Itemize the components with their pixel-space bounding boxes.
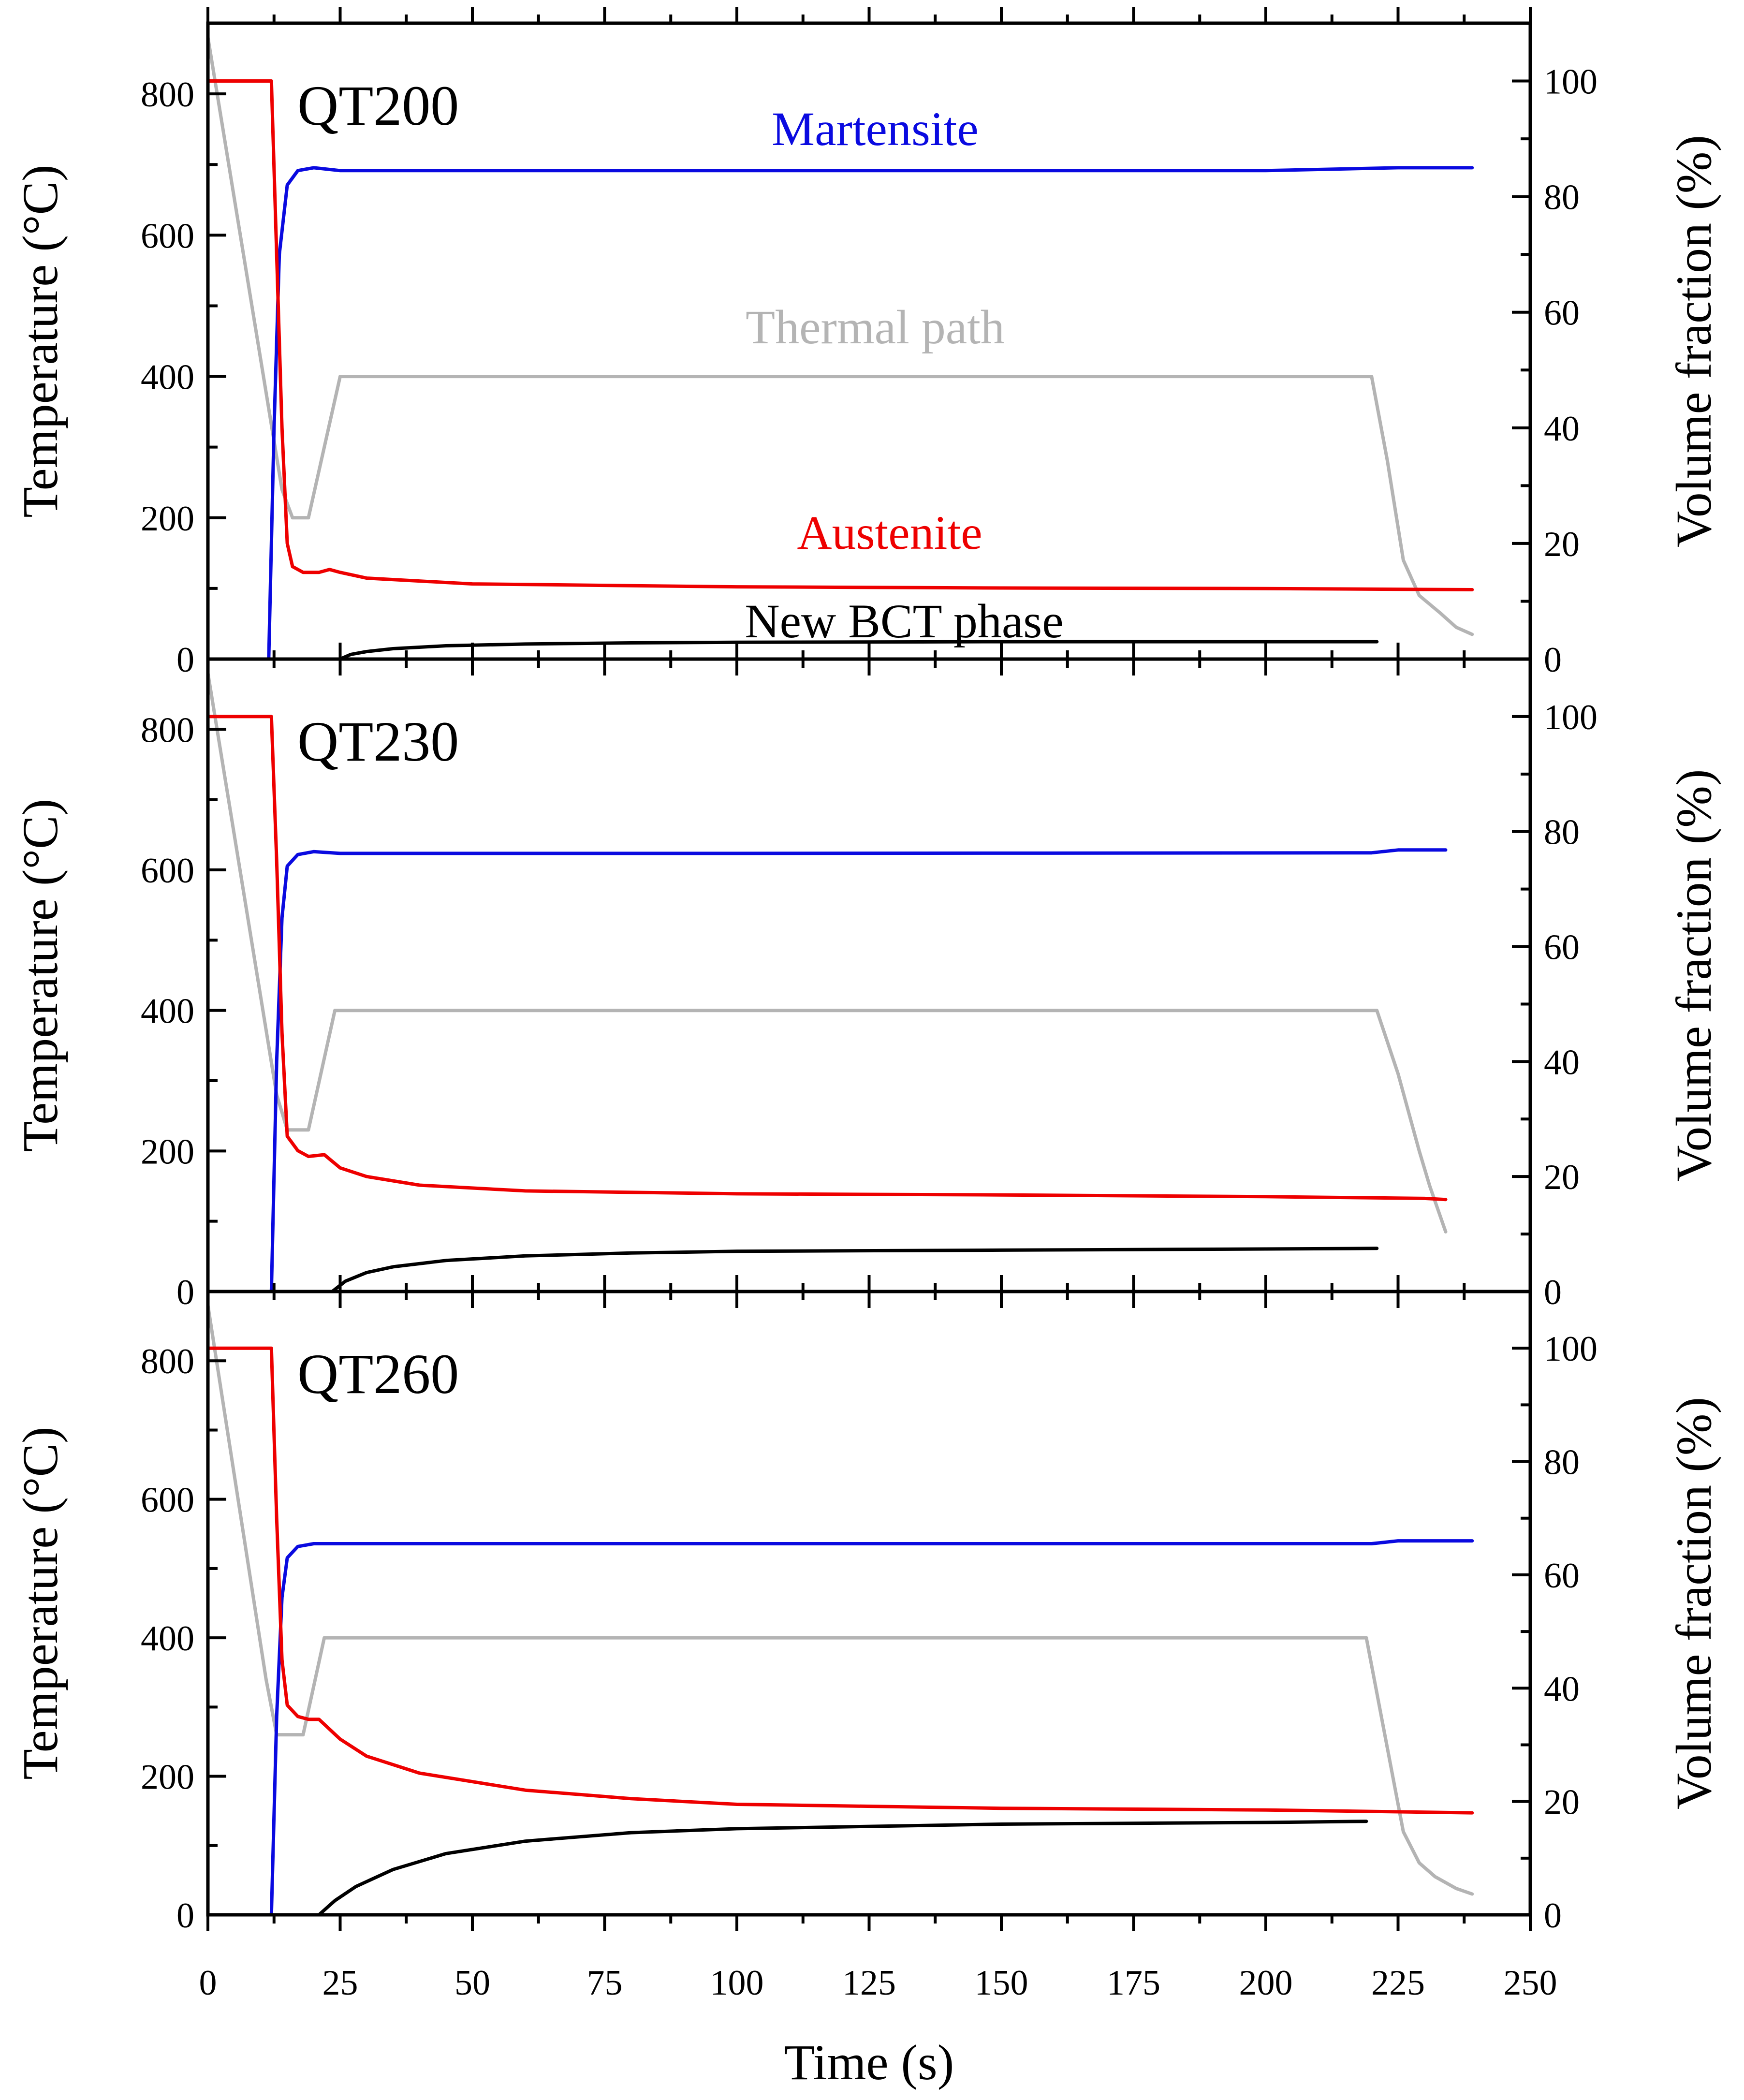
x-axis: 0 25 50 75 100 125 150 175 200 225 250 bbox=[199, 1963, 1557, 2003]
x-tick-label: 175 bbox=[1107, 1963, 1160, 2003]
martensite-annotation: Martensite bbox=[772, 102, 979, 156]
x-tick-label: 25 bbox=[322, 1963, 358, 2003]
left-tick-label: 800 bbox=[141, 75, 194, 115]
right-tick-label: 0 bbox=[1544, 640, 1562, 680]
left-tick-label: 800 bbox=[141, 710, 194, 750]
left-tick-label: 0 bbox=[176, 640, 194, 680]
series-austenite bbox=[206, 1346, 1474, 1815]
left-tick-label: 400 bbox=[141, 992, 194, 1031]
right-tick-label: 20 bbox=[1544, 1158, 1580, 1197]
right-tick-label: 60 bbox=[1544, 294, 1580, 333]
right-tick-label: 80 bbox=[1544, 813, 1580, 852]
series-new-bct bbox=[317, 1820, 1368, 1917]
x-tick-label: 125 bbox=[842, 1963, 896, 2003]
right-axis-title: Volume fraction (%) bbox=[1666, 769, 1722, 1182]
x-axis-title: Time (s) bbox=[784, 2035, 954, 2090]
thermal-path-annotation: Thermal path bbox=[746, 300, 1005, 354]
series-thermal-path bbox=[206, 671, 1448, 1234]
right-tick-label: 0 bbox=[1544, 1273, 1562, 1312]
left-tick-label: 400 bbox=[141, 1619, 194, 1659]
panel-title: QT260 bbox=[297, 1342, 459, 1406]
left-tick-label: 600 bbox=[141, 1481, 194, 1520]
x-tick-label: 150 bbox=[975, 1963, 1028, 2003]
x-tick-label: 0 bbox=[199, 1963, 217, 2003]
x-tick-label: 50 bbox=[454, 1963, 490, 2003]
left-tick-label: 400 bbox=[141, 358, 194, 397]
left-tick-label: 800 bbox=[141, 1342, 194, 1381]
right-tick-label: 100 bbox=[1544, 698, 1597, 737]
x-tick-label: 75 bbox=[587, 1963, 623, 2003]
x-tick-label: 100 bbox=[710, 1963, 764, 2003]
panel-series bbox=[206, 35, 1474, 661]
panel-series bbox=[206, 1304, 1474, 1917]
panel-qt230: 0 200 400 600 800 0 20 40 60 80 100 QT230 Temperat… bbox=[13, 643, 1722, 1312]
right-tick-label: 40 bbox=[1544, 1669, 1580, 1709]
panel-ticks: 0 200 400 600 800 0 20 40 60 80 100 bbox=[141, 1275, 1597, 1936]
left-tick-label: 0 bbox=[176, 1896, 194, 1936]
series-thermal-path bbox=[206, 35, 1474, 636]
left-tick-label: 200 bbox=[141, 1132, 194, 1172]
panel-qt260: 0 200 400 600 800 0 20 40 60 80 100 QT260 Temperat… bbox=[13, 1275, 1722, 1936]
series-austenite bbox=[206, 715, 1448, 1202]
left-tick-label: 200 bbox=[141, 1758, 194, 1797]
right-tick-label: 40 bbox=[1544, 1043, 1580, 1082]
right-tick-label: 60 bbox=[1544, 928, 1580, 968]
right-tick-label: 100 bbox=[1544, 1329, 1597, 1369]
series-new-bct bbox=[330, 1247, 1379, 1293]
right-tick-label: 20 bbox=[1544, 1783, 1580, 1822]
panel-ticks: 0 200 400 600 800 0 20 40 60 80 100 bbox=[141, 7, 1597, 680]
austenite-annotation: Austenite bbox=[797, 506, 982, 559]
left-tick-label: 600 bbox=[141, 216, 194, 256]
right-tick-label: 20 bbox=[1544, 525, 1580, 564]
x-tick-label: 200 bbox=[1239, 1963, 1293, 2003]
panel-title: QT230 bbox=[297, 710, 459, 773]
series-austenite bbox=[206, 79, 1474, 591]
left-axis-title: Temperature (°C) bbox=[13, 799, 68, 1152]
left-tick-label: 0 bbox=[176, 1273, 194, 1312]
x-tick-label: 225 bbox=[1371, 1963, 1425, 2003]
panel-qt200: 0 200 400 600 800 0 20 40 60 80 100 QT200 Temperat… bbox=[13, 7, 1722, 680]
right-axis-title: Volume fraction (%) bbox=[1666, 1397, 1722, 1809]
left-axis-title: Temperature (°C) bbox=[13, 1426, 68, 1779]
right-tick-label: 60 bbox=[1544, 1556, 1580, 1596]
panel-series bbox=[206, 671, 1448, 1293]
left-tick-label: 600 bbox=[141, 851, 194, 891]
series-new-bct bbox=[338, 640, 1379, 661]
x-tick-label: 250 bbox=[1504, 1963, 1557, 2003]
left-tick-label: 200 bbox=[141, 499, 194, 539]
panel-ticks: 0 200 400 600 800 0 20 40 60 80 100 bbox=[141, 643, 1597, 1312]
right-tick-label: 80 bbox=[1544, 1443, 1580, 1483]
right-tick-label: 80 bbox=[1544, 178, 1580, 218]
right-axis-title: Volume fraction (%) bbox=[1666, 135, 1722, 547]
right-tick-label: 100 bbox=[1544, 62, 1597, 102]
panel-frame bbox=[206, 1290, 1532, 1917]
new-bct-annotation: New BCT phase bbox=[745, 594, 1063, 648]
right-tick-label: 0 bbox=[1544, 1896, 1562, 1936]
left-axis-title: Temperature (°C) bbox=[13, 164, 68, 517]
panel-title: QT200 bbox=[297, 74, 459, 137]
right-tick-label: 40 bbox=[1544, 409, 1580, 449]
